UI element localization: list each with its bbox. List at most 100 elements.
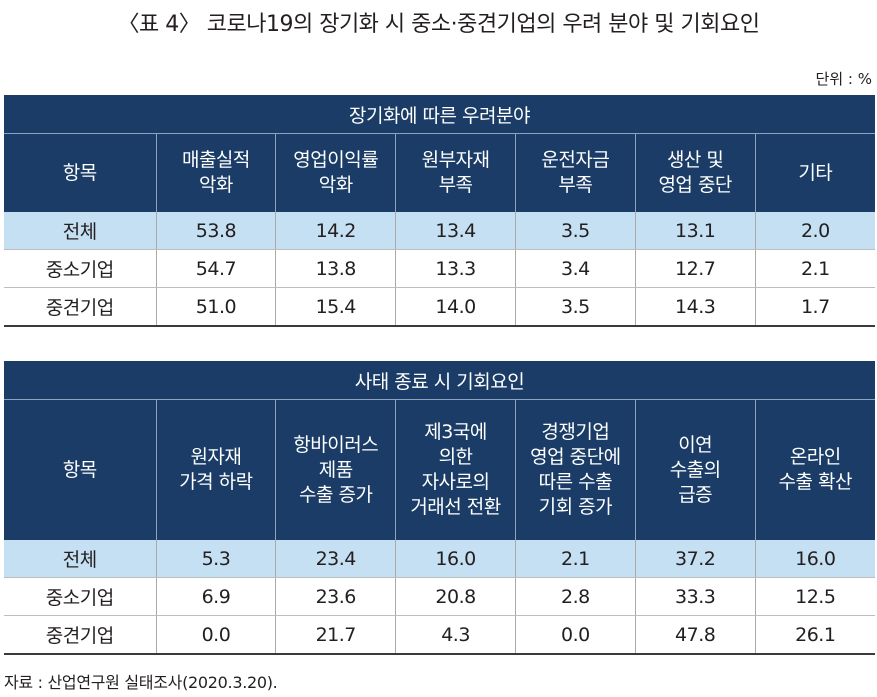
header-line: 악화 — [318, 174, 353, 196]
table-cell: 54.7 — [155, 249, 276, 288]
table-row: 중견기업 51.0 15.4 14.0 3.5 14.3 1.7 — [4, 287, 875, 327]
header-line: 원부자재 — [421, 149, 490, 171]
table-cell: 0.0 — [155, 615, 276, 655]
table-cell: 47.8 — [634, 615, 756, 655]
table-cell: 12.7 — [634, 249, 756, 288]
table-cell: 23.6 — [275, 577, 396, 616]
table-cell: 1.7 — [754, 287, 875, 327]
header-line: 온라인 — [789, 446, 841, 468]
header-line: 원자재 — [190, 446, 242, 468]
header-line: 부족 — [438, 174, 473, 196]
table-cell: 14.3 — [634, 287, 756, 327]
table-cell: 4.3 — [395, 615, 516, 655]
header-line: 매출실적 — [181, 149, 250, 171]
table-cell: 37.2 — [634, 540, 756, 578]
table-cell: 33.3 — [634, 577, 756, 616]
header-line: 의한 — [438, 446, 473, 468]
table-title: 〈표 4〉 코로나19의 장기화 시 중소·중견기업의 우려 분야 및 기회요인 — [117, 12, 760, 37]
header-line: 생산 및 — [666, 149, 724, 171]
table-row: 중소기업 54.7 13.8 13.3 3.4 12.7 2.1 — [4, 249, 875, 288]
table-cell: 2.1 — [514, 540, 636, 578]
table-row: 전체 5.3 23.4 16.0 2.1 37.2 16.0 — [4, 540, 875, 578]
column-header: 기타 — [754, 133, 875, 212]
table-cell: 13.1 — [634, 212, 756, 250]
table-cell: 53.8 — [155, 212, 276, 250]
table-cell: 23.4 — [275, 540, 396, 578]
row-label: 중소기업 — [4, 577, 157, 616]
table-band-title: 사태 종료 시 기회요인 — [4, 361, 875, 400]
table-cell: 16.0 — [395, 540, 516, 578]
header-line: 항바이러스 — [293, 433, 379, 456]
header-line: 수출 확산 — [778, 471, 853, 493]
table-cell: 6.9 — [155, 577, 276, 616]
header-line: 기타 — [798, 161, 833, 184]
column-header: 항바이러스 제품 수출 증가 — [275, 399, 396, 540]
table-cell: 26.1 — [754, 615, 875, 655]
row-label: 중견기업 — [4, 615, 157, 655]
header-line: 따른 수출 — [538, 471, 613, 493]
table-cell: 13.3 — [395, 249, 516, 288]
table-cell: 0.0 — [514, 615, 636, 655]
column-header: 이연 수출의 급증 — [634, 399, 756, 540]
table-cell: 2.8 — [514, 577, 636, 616]
table-cell: 3.5 — [514, 212, 636, 250]
table-cell: 12.5 — [754, 577, 875, 616]
header-line: 운전자금 — [541, 149, 610, 171]
column-header: 항목 — [4, 399, 157, 540]
column-header: 항목 — [4, 133, 157, 212]
row-label: 전체 — [4, 540, 157, 578]
source-note: 자료 : 산업연구원 실태조사(2020.3.20). — [4, 673, 278, 692]
header-line: 제품 — [318, 458, 353, 481]
header-line: 급증 — [678, 483, 713, 506]
table-cell: 14.2 — [275, 212, 396, 250]
table-cell: 13.8 — [275, 249, 396, 288]
row-label: 전체 — [4, 212, 157, 250]
header-line: 가격 하락 — [179, 471, 253, 493]
table-cell: 5.3 — [155, 540, 276, 578]
table-band-title: 장기화에 따른 우려분야 — [4, 95, 875, 134]
header-line: 악화 — [198, 174, 233, 196]
header-line: 거래선 전환 — [410, 496, 501, 518]
table-cell: 2.1 — [754, 249, 875, 288]
table-cell: 16.0 — [754, 540, 875, 578]
header-line: 부족 — [558, 174, 593, 196]
header-line: 항목 — [62, 161, 97, 184]
header-line: 수출의 — [669, 458, 721, 481]
table-cell: 3.5 — [514, 287, 636, 327]
table-cell: 51.0 — [155, 287, 276, 327]
table-cell: 2.0 — [754, 212, 875, 250]
header-line: 경쟁기업 — [541, 421, 610, 443]
table-cell: 20.8 — [395, 577, 516, 616]
row-label: 중소기업 — [4, 249, 157, 288]
header-line: 기회 증가 — [538, 496, 613, 518]
table-cell: 3.4 — [514, 249, 636, 288]
header-line: 영업이익률 — [293, 149, 379, 171]
header-line: 영업 중단에 — [530, 446, 621, 468]
unit-label: 단위 : % — [815, 70, 872, 88]
header-line: 자사로의 — [421, 471, 490, 493]
header-line: 수출 증가 — [299, 483, 373, 506]
table-row: 중소기업 6.9 23.6 20.8 2.8 33.3 12.5 — [4, 577, 875, 616]
row-label: 중견기업 — [4, 287, 157, 327]
table-cell: 14.0 — [395, 287, 516, 327]
header-line: 이연 — [678, 433, 713, 456]
header-line: 영업 중단 — [658, 174, 732, 196]
header-line: 항목 — [62, 458, 97, 481]
table-row: 중견기업 0.0 21.7 4.3 0.0 47.8 26.1 — [4, 615, 875, 655]
table-row: 전체 53.8 14.2 13.4 3.5 13.1 2.0 — [4, 212, 875, 250]
table-cell: 21.7 — [275, 615, 396, 655]
table-cell: 15.4 — [275, 287, 396, 327]
table-cell: 13.4 — [395, 212, 516, 250]
header-line: 제3국에 — [424, 421, 487, 443]
